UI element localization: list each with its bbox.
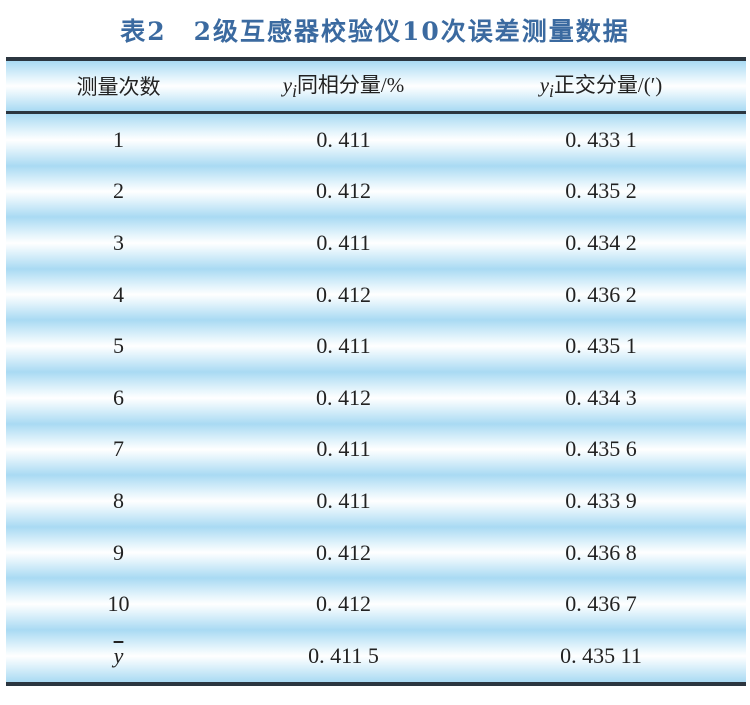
quadrature-cell: 0. 435 2 (565, 178, 637, 204)
inphase-cell: 0. 412 (316, 591, 371, 617)
mean-symbol: y (113, 642, 124, 668)
count-cell: 2 (113, 178, 124, 204)
table-title: 表2 2级互感器校验仪10次误差测量数据 (120, 17, 630, 46)
inphase-cell: 0. 412 (316, 281, 371, 307)
quadrature-cell: 0. 435 1 (565, 333, 637, 359)
quadrature-cell: 0. 433 1 (565, 126, 637, 152)
table-row: 4 0. 412 0. 436 2 (6, 268, 746, 321)
quadrature-cell: 0. 436 8 (565, 539, 637, 565)
quadrature-cell: 0. 436 7 (565, 591, 637, 617)
table-row: 7 0. 411 0. 435 6 (6, 423, 746, 476)
quadrature-cell: 0. 433 9 (565, 487, 637, 513)
mean-row: y 0. 411 5 0. 435 11 (6, 629, 746, 682)
header-quadrature-label: 正交分量/(′) (553, 73, 663, 98)
table-row: 9 0. 412 0. 436 8 (6, 526, 746, 579)
table-row: 5 0. 411 0. 435 1 (6, 320, 746, 372)
table-row: 2 0. 412 0. 435 2 (6, 165, 746, 218)
quadrature-cell: 0. 434 2 (565, 229, 637, 255)
count-cell: 9 (113, 539, 124, 565)
header-inphase: yi同相分量/% (231, 69, 456, 102)
table-header-row: 测量次数 yi同相分量/% yi正交分量/(′) (6, 61, 746, 114)
count-cell: 8 (113, 487, 124, 513)
inphase-cell: 0. 411 (316, 229, 371, 255)
count-cell: 1 (113, 126, 124, 152)
count-cell: 7 (113, 436, 124, 462)
inphase-cell: 0. 411 (316, 126, 371, 152)
count-cell: 3 (113, 229, 124, 255)
inphase-cell: 0. 411 (316, 436, 371, 462)
table-row: 1 0. 411 0. 433 1 (6, 114, 746, 166)
header-symbol: y (282, 73, 293, 98)
table-row: 8 0. 411 0. 433 9 (6, 475, 746, 527)
inphase-cell: 0. 411 (316, 487, 371, 513)
header-inphase-label: 同相分量/% (296, 73, 405, 98)
mean-quadrature: 0. 435 11 (560, 642, 642, 668)
count-cell: 4 (113, 281, 124, 307)
table-row: 10 0. 412 0. 436 7 (6, 578, 746, 630)
count-cell: 6 (113, 384, 124, 410)
table-row: 6 0. 412 0. 434 3 (6, 371, 746, 424)
data-table: 测量次数 yi同相分量/% yi正交分量/(′) 1 0. 411 0. 433 1… (6, 57, 746, 686)
quadrature-cell: 0. 436 2 (565, 281, 637, 307)
header-subscript: i (292, 81, 297, 102)
header-subscript: i (549, 81, 554, 102)
table-row: 3 0. 411 0. 434 2 (6, 217, 746, 269)
quadrature-cell: 0. 434 3 (565, 384, 637, 410)
inphase-cell: 0. 411 (316, 333, 371, 359)
inphase-cell: 0. 412 (316, 178, 371, 204)
header-quadrature: yi正交分量/(′) (456, 69, 746, 102)
inphase-cell: 0. 412 (316, 384, 371, 410)
count-cell: 10 (107, 591, 130, 617)
count-cell: 5 (113, 333, 124, 359)
header-symbol: y (539, 73, 550, 98)
quadrature-cell: 0. 435 6 (565, 436, 637, 462)
header-count: 测量次数 (76, 75, 161, 99)
inphase-cell: 0. 412 (316, 539, 371, 565)
mean-inphase: 0. 411 5 (308, 642, 379, 668)
